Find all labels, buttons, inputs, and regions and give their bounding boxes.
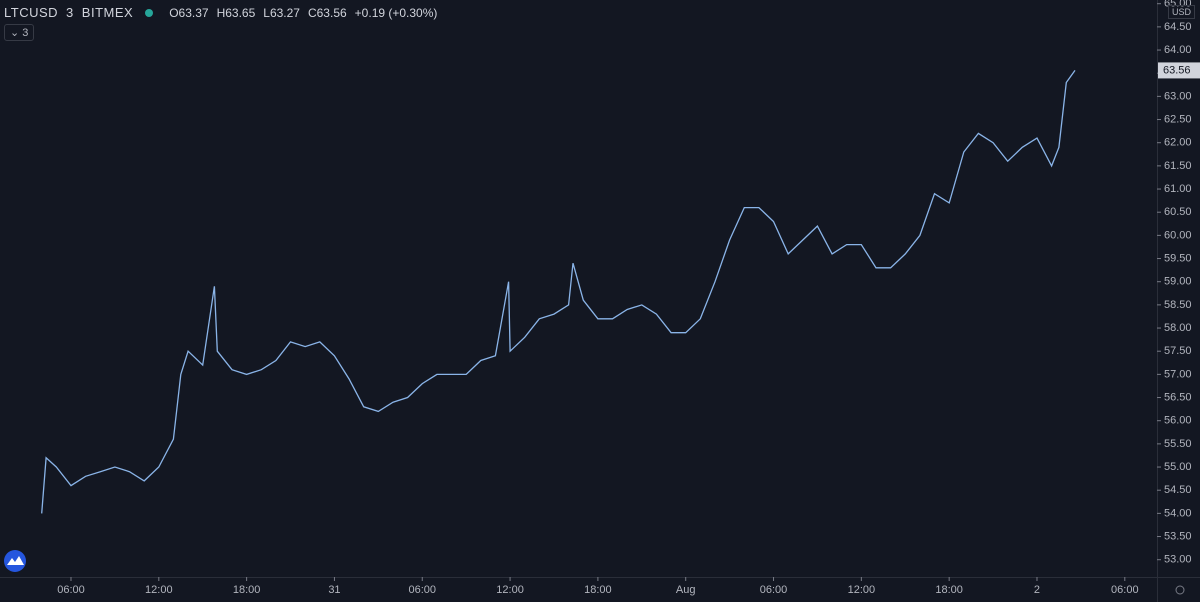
x-tick-label: 31 [328, 584, 340, 596]
legend: LTCUSD 3 BITMEX O63.37 H63.65 L63.27 C63… [4, 5, 437, 20]
logo-mark [7, 556, 24, 565]
y-tick-label: 62.00 [1164, 137, 1192, 149]
y-tick-label: 59.00 [1164, 276, 1192, 288]
x-tick-label: Aug [676, 584, 696, 596]
y-tick-label: 54.50 [1164, 484, 1192, 496]
x-tick-label: 06:00 [760, 584, 788, 596]
y-tick-label: 53.50 [1164, 530, 1192, 542]
x-tick-label: 06:00 [408, 584, 436, 596]
x-tick-label: 06:00 [1111, 584, 1139, 596]
last-price-tag [1158, 62, 1200, 79]
y-tick-label: 64.00 [1164, 44, 1192, 56]
y-tick-label: 57.50 [1164, 345, 1192, 357]
y-tick-label: 65.00 [1164, 0, 1192, 10]
high: H63.65 [216, 5, 256, 20]
logo [4, 550, 26, 572]
last-price-label: 63.56 [1163, 64, 1191, 76]
x-tick-label: 18:00 [233, 584, 261, 596]
x-tick-label: 2 [1034, 584, 1040, 596]
low: L63.27 [263, 5, 300, 20]
currency[interactable]: USD [1168, 5, 1196, 19]
change: +0.19 (+0.30%) [354, 5, 438, 20]
close: C63.56 [307, 5, 347, 20]
y-tick-label: 53.00 [1164, 554, 1192, 566]
y-tick-label: 56.50 [1164, 391, 1192, 403]
x-tick-label: 12:00 [848, 584, 876, 596]
y-tick-label: 63.00 [1164, 90, 1192, 102]
y-tick-label: 55.00 [1164, 461, 1192, 473]
y-tick-label: 57.00 [1164, 368, 1192, 380]
y-tick-label: 60.00 [1164, 229, 1192, 241]
y-tick-label: 55.50 [1164, 438, 1192, 450]
exchange: BITMEX [81, 5, 134, 20]
interval-value: 3 [22, 27, 29, 39]
y-tick-label: 59.50 [1164, 252, 1192, 264]
price-line [41, 70, 1076, 514]
x-tick-label: 18:00 [935, 584, 963, 596]
interval-label: 3 [66, 5, 74, 20]
status-dot [145, 8, 154, 17]
x-tick-label: 18:00 [584, 584, 612, 596]
y-tick-label: 54.00 [1164, 507, 1192, 519]
y-tick-label: 58.50 [1164, 299, 1192, 311]
settings-icon [1175, 585, 1185, 595]
open: O63.37 [169, 5, 209, 20]
y-tick-label: 61.00 [1164, 183, 1192, 195]
y-tick-label: 64.50 [1164, 21, 1192, 33]
y-tick-label: 61.50 [1164, 160, 1192, 172]
y-tick-label: 56.00 [1164, 415, 1192, 427]
interval-badge[interactable]: ⌄ 3 [4, 24, 35, 41]
y-tick-label: 60.50 [1164, 206, 1192, 218]
x-tick-label: 12:00 [145, 584, 173, 596]
x-tick-label: 12:00 [496, 584, 524, 596]
y-tick-label: 62.50 [1164, 113, 1192, 125]
symbol[interactable]: LTCUSD [4, 5, 59, 20]
y-tick-label: 58.00 [1164, 322, 1192, 334]
x-tick-label: 06:00 [57, 584, 85, 596]
